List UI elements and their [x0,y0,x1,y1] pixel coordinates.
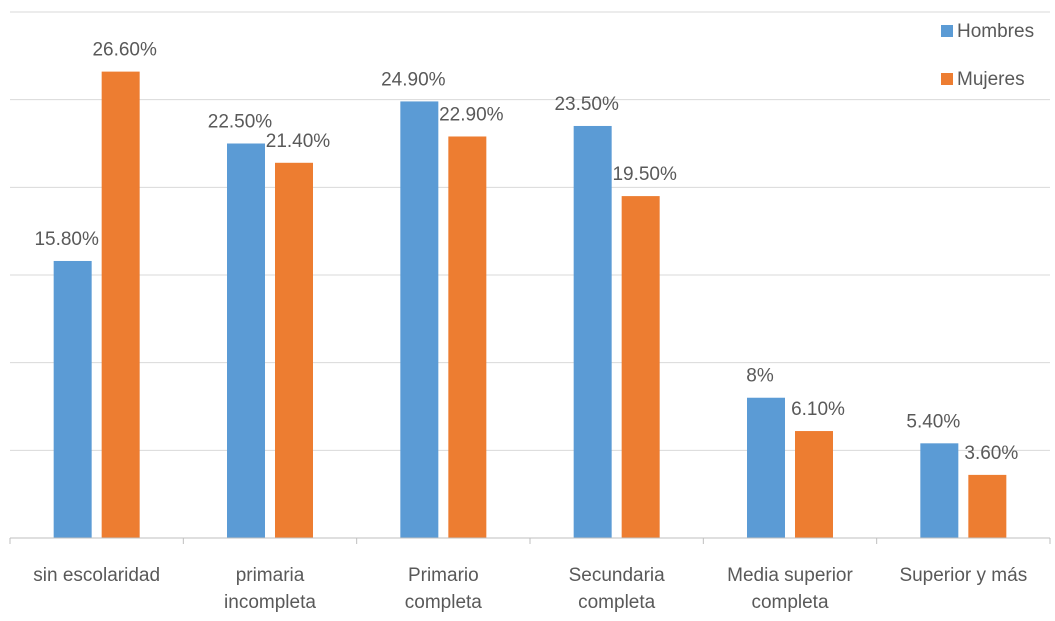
bar-mujeres-1[interactable] [275,162,313,538]
data-label-mujeres-5: 3.60% [964,443,1018,464]
gridlines [10,11,1050,451]
bar-mujeres-3[interactable] [621,196,660,538]
data-label-mujeres-0: 26.60% [92,40,157,61]
data-label-mujeres-2: 22.90% [439,104,504,125]
category-label-3: Secundaria [569,565,666,586]
data-label-hombres-1: 22.50% [208,112,273,133]
bar-mujeres-2[interactable] [448,136,487,538]
category-label-1: incompleta [224,592,316,613]
data-label-hombres-4: 8% [746,366,774,387]
data-label-hombres-3: 23.50% [554,94,619,115]
data-label-mujeres-4: 6.10% [791,399,845,420]
data-labels: 15.80% 26.60% 22.50%21.40% 24.90% 22.90% 23.5… [34,40,1018,464]
bar-hombres-1[interactable] [227,143,265,539]
category-label-3: completa [578,592,656,613]
bar-mujeres-4[interactable] [795,431,833,538]
legend-swatch-mujeres [941,73,953,85]
data-label-hombres-0: 15.80% [34,229,99,250]
legend-swatch-hombres [941,25,953,37]
legend-label-hombres: Hombres [957,21,1034,42]
category-label-5: Superior y más [899,565,1027,586]
category-label-1: primaria [236,565,305,586]
category-label-4: completa [751,592,829,613]
data-label-mujeres-1: 21.40% [266,131,331,152]
bar-hombres-3[interactable] [573,125,612,538]
bar-hombres-4[interactable] [747,397,785,538]
bar-mujeres-5[interactable] [968,474,1007,538]
category-label-2: completa [405,592,483,613]
legend-label-mujeres: Mujeres [957,69,1025,90]
data-label-hombres-5: 5.40% [906,411,960,432]
data-label-mujeres-3: 19.50% [612,164,677,185]
category-label-2: Primario [408,565,479,586]
bar-mujeres-0[interactable] [101,71,140,538]
legend: Hombres Mujeres [941,21,1034,90]
category-label-4: Media superior [727,565,853,586]
bar-hombres-0[interactable] [53,260,92,538]
bar-hombres-2[interactable] [400,101,439,539]
bar-hombres-5[interactable] [920,443,959,538]
category-label-0: sin escolaridad [33,565,160,586]
bars [53,71,1007,539]
data-label-hombres-2: 24.90% [381,69,446,90]
x-axis: sin escolaridad primaria incompleta Primari… [9,537,1051,613]
